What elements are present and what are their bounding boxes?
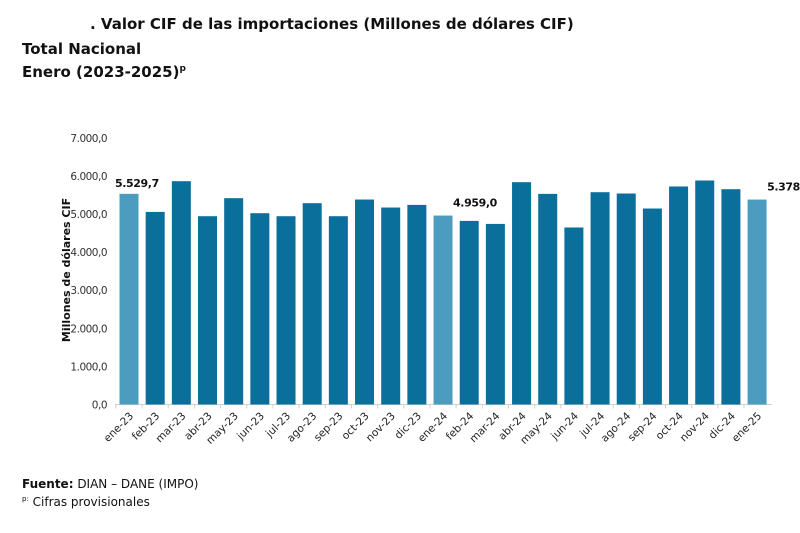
bar-nov-24 bbox=[695, 180, 715, 405]
bar-abr-24 bbox=[512, 182, 532, 405]
bar-may-23 bbox=[224, 198, 244, 405]
y-tick-label: 1.000,0 bbox=[70, 361, 107, 373]
data-label: 5.378,9 bbox=[767, 181, 800, 194]
bar-may-24 bbox=[538, 193, 558, 405]
x-tick-label: jun-23 bbox=[234, 410, 267, 443]
x-tick-label: ago-24 bbox=[599, 410, 634, 445]
bar-mar-23 bbox=[171, 181, 191, 405]
bar-jun-23 bbox=[250, 213, 270, 405]
x-tick-label: sep-23 bbox=[312, 410, 346, 444]
x-tick-label: sep-24 bbox=[626, 410, 660, 444]
bar-ago-24 bbox=[616, 193, 636, 405]
bar-feb-23 bbox=[145, 211, 165, 405]
source-note: Fuente: DIAN – DANE (IMPO) bbox=[22, 477, 198, 491]
bar-ene-25 bbox=[747, 199, 767, 405]
x-tick-label: jun-24 bbox=[548, 410, 581, 443]
y-tick-label: 7.000,0 bbox=[70, 133, 107, 145]
y-tick-label: 0,0 bbox=[92, 400, 107, 412]
source-label: Fuente: bbox=[22, 477, 74, 491]
bar-nov-23 bbox=[381, 207, 401, 405]
data-label: 5.529,7 bbox=[115, 177, 159, 190]
bar-ene-23 bbox=[119, 193, 139, 405]
bar-oct-24 bbox=[669, 186, 689, 405]
chart-period: Enero (2023-2025)p bbox=[22, 63, 186, 81]
period-text: Enero (2023-2025) bbox=[22, 63, 180, 81]
bar-jun-24 bbox=[564, 227, 584, 405]
y-tick-label: 5.000,0 bbox=[70, 209, 107, 221]
provisional-mark: p bbox=[179, 64, 186, 74]
bar-sep-24 bbox=[642, 208, 662, 405]
y-tick-label: 6.000,0 bbox=[70, 171, 107, 183]
provisional-note: p: Cifras provisionales bbox=[22, 495, 150, 509]
x-tick-label: ene-23 bbox=[102, 410, 136, 444]
x-tick-label: ene-24 bbox=[416, 410, 451, 445]
data-label: 4.959,0 bbox=[453, 197, 498, 210]
x-tick-label: ene-25 bbox=[730, 410, 764, 444]
bar-dic-24 bbox=[721, 189, 741, 405]
x-tick-label: ago-23 bbox=[285, 410, 320, 445]
y-tick-label: 3.000,0 bbox=[70, 285, 107, 297]
bar-ene-24 bbox=[433, 215, 453, 405]
bar-dic-23 bbox=[407, 204, 427, 405]
bar-oct-23 bbox=[355, 199, 375, 405]
chart-subtitle: Total Nacional bbox=[22, 40, 142, 58]
bar-jul-23 bbox=[276, 216, 296, 405]
bar-jul-24 bbox=[590, 192, 610, 405]
note-text: Cifras provisionales bbox=[28, 495, 150, 509]
y-tick-label: 2.000,0 bbox=[70, 323, 107, 335]
x-tick-label: nov-23 bbox=[364, 410, 398, 444]
x-tick-label: nov-24 bbox=[678, 410, 712, 444]
y-axis-label: Millones de dólares CIF bbox=[60, 198, 73, 342]
source-text: DIAN – DANE (IMPO) bbox=[73, 477, 199, 491]
note-mark: p: bbox=[22, 495, 29, 503]
bar-ago-23 bbox=[302, 203, 322, 405]
bar-sep-23 bbox=[328, 216, 348, 405]
y-tick-label: 4.000,0 bbox=[70, 247, 107, 259]
chart-title: . Valor CIF de las importaciones (Millon… bbox=[90, 15, 574, 33]
bar-abr-23 bbox=[198, 216, 218, 405]
bar-mar-24 bbox=[485, 223, 505, 405]
bar-feb-24 bbox=[459, 220, 479, 405]
